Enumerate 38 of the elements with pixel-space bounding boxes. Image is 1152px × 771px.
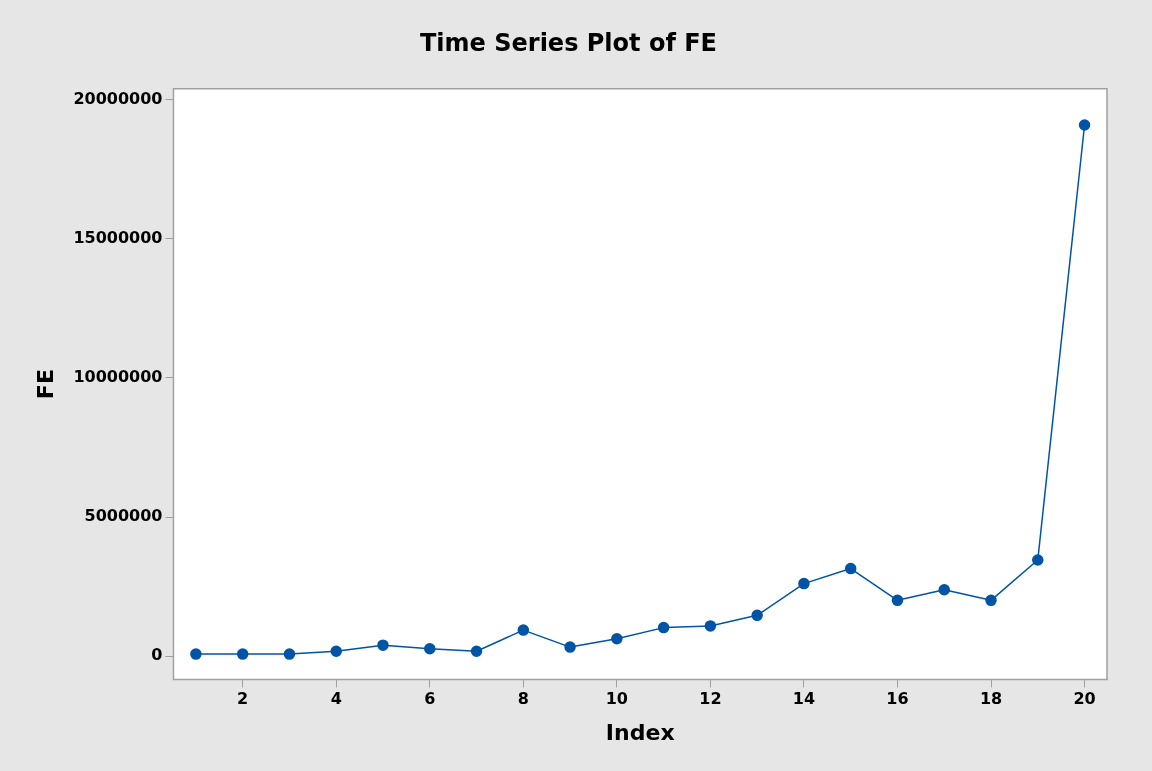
point	[564, 641, 576, 653]
point	[844, 562, 857, 575]
point	[190, 648, 202, 660]
point	[938, 583, 950, 596]
x-tick-label: 18	[979, 689, 1003, 709]
x-tick-label: 12	[699, 689, 722, 709]
x-tick-label: 2	[237, 689, 249, 709]
x-tick-label: 10	[605, 689, 628, 709]
x-tick-label: 4	[330, 689, 342, 709]
y-tick-label: 0	[151, 645, 163, 665]
y-tick-label: 5000000	[84, 506, 163, 526]
x-tick-label: 6	[424, 689, 436, 709]
point	[283, 648, 296, 660]
point	[377, 639, 389, 651]
point	[891, 594, 904, 607]
point	[657, 621, 670, 634]
x-tick-label: 16	[886, 689, 909, 709]
y-axis-title: FE	[32, 369, 58, 400]
x-axis-title: Index	[605, 719, 675, 745]
point	[424, 643, 436, 655]
point	[1078, 119, 1091, 131]
point	[704, 620, 717, 632]
point	[517, 624, 530, 636]
point	[1032, 554, 1044, 566]
point	[330, 645, 342, 658]
point	[611, 633, 623, 645]
point	[751, 609, 763, 622]
y-tick-label: 20000000	[73, 88, 163, 108]
point	[798, 577, 810, 590]
y-tick-label: 15000000	[73, 227, 163, 247]
x-tick-label: 14	[792, 689, 816, 709]
point	[236, 648, 249, 660]
chart-title: Time Series Plot of FE	[420, 28, 717, 57]
point	[470, 645, 483, 658]
x-tick-label: 8	[517, 689, 529, 709]
x-tick-label: 20	[1073, 689, 1096, 709]
y-tick-label: 10000000	[73, 366, 163, 386]
point	[985, 594, 997, 607]
